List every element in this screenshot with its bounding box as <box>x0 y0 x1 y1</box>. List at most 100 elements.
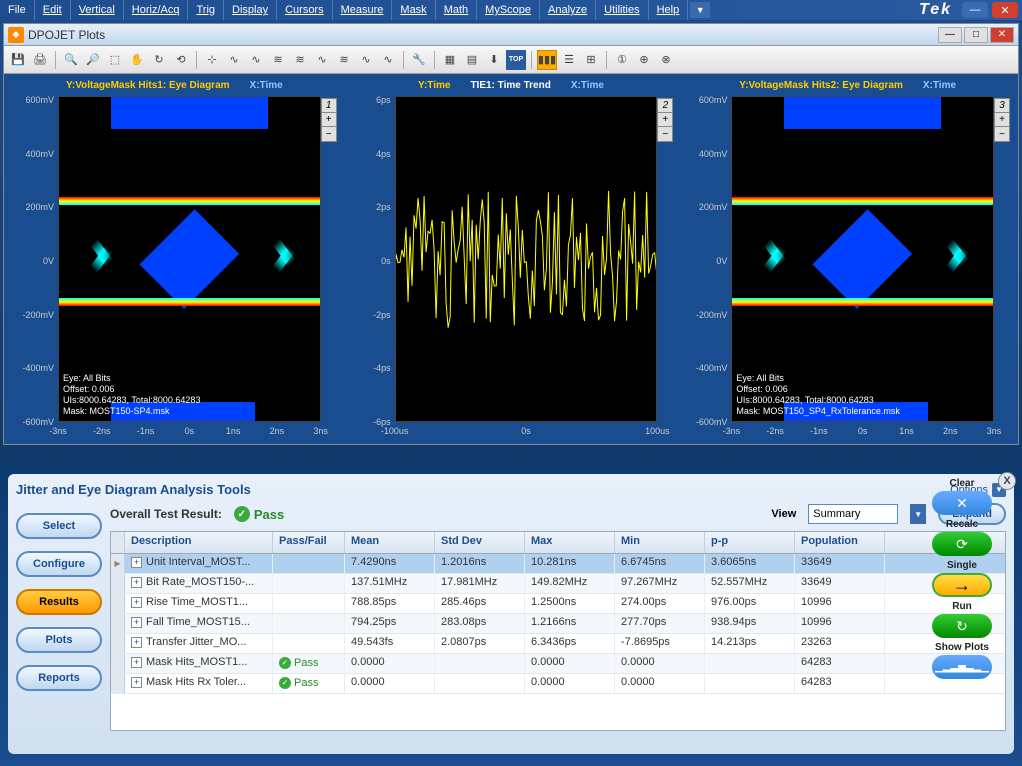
menu-help[interactable]: Help <box>649 0 689 20</box>
side-btn-configure[interactable]: Configure <box>16 551 102 577</box>
wave7-icon[interactable]: ∿ <box>356 50 376 70</box>
show-plots-button[interactable]: ▁▂▃▅▃▂▁ <box>932 655 992 679</box>
menu-edit[interactable]: Edit <box>35 0 71 20</box>
download-icon[interactable]: ⬇ <box>484 50 504 70</box>
print-icon[interactable]: 🖨 <box>30 50 50 70</box>
expand-row-icon[interactable]: + <box>131 677 142 688</box>
view-select[interactable]: Summary <box>808 504 898 524</box>
window-close-button[interactable]: ✕ <box>990 27 1014 43</box>
view-rows-icon[interactable]: ☰ <box>559 50 579 70</box>
window-maximize-button[interactable]: □ <box>964 27 988 43</box>
menu-cursors[interactable]: Cursors <box>277 0 333 20</box>
expand-row-icon[interactable]: + <box>131 657 142 668</box>
clear-button[interactable]: ✕ <box>932 491 992 515</box>
menu-trig[interactable]: Trig <box>188 0 224 20</box>
reset-icon[interactable]: ⟲ <box>171 50 191 70</box>
menu-more-dropdown-icon[interactable]: ▼ <box>690 2 710 18</box>
menu-file[interactable]: File <box>0 0 35 20</box>
wave-icon[interactable]: ∿ <box>224 50 244 70</box>
app-minimize-button[interactable]: — <box>962 2 988 18</box>
col-stddev[interactable]: Std Dev <box>435 532 525 553</box>
table-row[interactable]: +Mask Hits_MOST1... ✓Pass 0.0000 0.0000 … <box>111 654 1005 674</box>
table-row[interactable]: +Rise Time_MOST1... 788.85ps 285.46ps 1.… <box>111 594 1005 614</box>
expand-row-icon[interactable]: + <box>131 617 142 628</box>
chart-area[interactable]: Eye: All BitsOffset: 0.006UIs:8000.64283… <box>8 92 341 422</box>
table-row[interactable]: +Fall Time_MOST15... 794.25ps 283.08ps 1… <box>111 614 1005 634</box>
col-pp[interactable]: p-p <box>705 532 795 553</box>
chart-canvas[interactable]: Eye: All BitsOffset: 0.006UIs:8000.64283… <box>58 96 321 422</box>
col-max[interactable]: Max <box>525 532 615 553</box>
view-grid-icon[interactable]: ⊞ <box>581 50 601 70</box>
save-icon[interactable]: 💾 <box>8 50 28 70</box>
table-row[interactable]: +Mask Hits Rx Toler... ✓Pass 0.0000 0.00… <box>111 674 1005 694</box>
menu-myscope[interactable]: MyScope <box>477 0 540 20</box>
expand-row-icon[interactable]: + <box>131 577 142 588</box>
expand-row-icon[interactable]: + <box>131 557 142 568</box>
col-mean[interactable]: Mean <box>345 532 435 553</box>
settings-icon[interactable]: 🔧 <box>409 50 429 70</box>
recalc-button[interactable]: ⟳ <box>932 532 992 556</box>
expand-row-icon[interactable]: + <box>131 597 142 608</box>
menu-measure[interactable]: Measure <box>333 0 393 20</box>
menu-analyze[interactable]: Analyze <box>540 0 596 20</box>
chart-canvas[interactable]: Eye: All BitsOffset: 0.006UIs:8000.64283… <box>731 96 994 422</box>
row-selector[interactable] <box>111 634 125 653</box>
zoom-in-button[interactable]: + <box>322 113 336 127</box>
sync2-icon[interactable]: ⊕ <box>634 50 654 70</box>
wave8-icon[interactable]: ∿ <box>378 50 398 70</box>
row-selector[interactable]: ▶ <box>111 554 125 573</box>
run-button[interactable]: ↻ <box>932 614 992 638</box>
zoom-out-button[interactable]: − <box>658 127 672 141</box>
menu-utilities[interactable]: Utilities <box>596 0 648 20</box>
col-population[interactable]: Population <box>795 532 885 553</box>
menu-math[interactable]: Math <box>436 0 477 20</box>
sync1-icon[interactable]: ① <box>612 50 632 70</box>
wave4-icon[interactable]: ≋ <box>290 50 310 70</box>
zoom-in-icon[interactable]: 🔍 <box>61 50 81 70</box>
col-description[interactable]: Description <box>125 532 273 553</box>
wave6-icon[interactable]: ≋ <box>334 50 354 70</box>
col-min[interactable]: Min <box>615 532 705 553</box>
zoom-in-button[interactable]: + <box>995 113 1009 127</box>
row-selector[interactable] <box>111 654 125 673</box>
row-selector[interactable] <box>111 614 125 633</box>
chart-area[interactable]: Eye: All BitsOffset: 0.006UIs:8000.64283… <box>681 92 1014 422</box>
table-row[interactable]: +Transfer Jitter_MO... 49.543fs 2.0807ps… <box>111 634 1005 654</box>
side-btn-results[interactable]: Results <box>16 589 102 615</box>
rotate-icon[interactable]: ↻ <box>149 50 169 70</box>
view-columns-icon[interactable]: ▮▮▮ <box>537 50 557 70</box>
side-btn-plots[interactable]: Plots <box>16 627 102 653</box>
app-close-button[interactable]: ✕ <box>992 2 1018 18</box>
menu-horiz-acq[interactable]: Horiz/Acq <box>124 0 189 20</box>
layout2-icon[interactable]: ▤ <box>462 50 482 70</box>
cursor-icon[interactable]: ⊹ <box>202 50 222 70</box>
chart-area[interactable]: 6ps4ps2ps0s-2ps-4ps-6ps-100us0s100us2 + … <box>345 92 678 422</box>
col-passfail[interactable]: Pass/Fail <box>273 532 345 553</box>
row-selector[interactable] <box>111 574 125 593</box>
layout1-icon[interactable]: ▦ <box>440 50 460 70</box>
table-row[interactable]: +Bit Rate_MOST150-... 137.51MHz 17.981MH… <box>111 574 1005 594</box>
expand-row-icon[interactable]: + <box>131 637 142 648</box>
zoom-box-icon[interactable]: ⬚ <box>105 50 125 70</box>
wave3-icon[interactable]: ≋ <box>268 50 288 70</box>
wave2-icon[interactable]: ∿ <box>246 50 266 70</box>
window-minimize-button[interactable]: — <box>938 27 962 43</box>
sync3-icon[interactable]: ⊗ <box>656 50 676 70</box>
pan-icon[interactable]: ✋ <box>127 50 147 70</box>
menu-vertical[interactable]: Vertical <box>71 0 124 20</box>
table-row[interactable]: ▶ +Unit Interval_MOST... 7.4290ns 1.2016… <box>111 554 1005 574</box>
top-icon[interactable]: TOP <box>506 50 526 70</box>
wave5-icon[interactable]: ∿ <box>312 50 332 70</box>
single-button[interactable]: → <box>932 573 992 597</box>
row-selector[interactable] <box>111 674 125 693</box>
side-btn-reports[interactable]: Reports <box>16 665 102 691</box>
zoom-out-icon[interactable]: 🔎 <box>83 50 103 70</box>
chart-canvas[interactable] <box>395 96 658 422</box>
zoom-out-button[interactable]: − <box>322 127 336 141</box>
menu-display[interactable]: Display <box>224 0 277 20</box>
zoom-in-button[interactable]: + <box>658 113 672 127</box>
row-selector[interactable] <box>111 594 125 613</box>
side-btn-select[interactable]: Select <box>16 513 102 539</box>
zoom-out-button[interactable]: − <box>995 127 1009 141</box>
menu-mask[interactable]: Mask <box>392 0 435 20</box>
